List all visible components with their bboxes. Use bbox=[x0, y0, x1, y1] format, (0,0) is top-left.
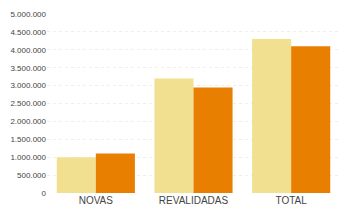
svg-text:TOTAL: TOTAL bbox=[276, 195, 308, 206]
svg-text:5.000.000: 5.000.000 bbox=[10, 10, 46, 19]
svg-text:3.500.000: 3.500.000 bbox=[10, 63, 46, 72]
svg-text:NOVAS: NOVAS bbox=[79, 195, 114, 206]
svg-text:REVALIDADAS: REVALIDADAS bbox=[159, 195, 229, 206]
svg-text:4.500.000: 4.500.000 bbox=[10, 28, 46, 37]
svg-text:1.000.000: 1.000.000 bbox=[10, 153, 46, 162]
svg-text:1.500.000: 1.500.000 bbox=[10, 135, 46, 144]
svg-text:2.000.000: 2.000.000 bbox=[10, 117, 46, 126]
svg-text:0: 0 bbox=[42, 189, 47, 198]
svg-text:500.000: 500.000 bbox=[17, 171, 46, 180]
svg-text:2.500.000: 2.500.000 bbox=[10, 99, 46, 108]
svg-text:4.000.000: 4.000.000 bbox=[10, 46, 46, 55]
svg-text:3.000.000: 3.000.000 bbox=[10, 81, 46, 90]
